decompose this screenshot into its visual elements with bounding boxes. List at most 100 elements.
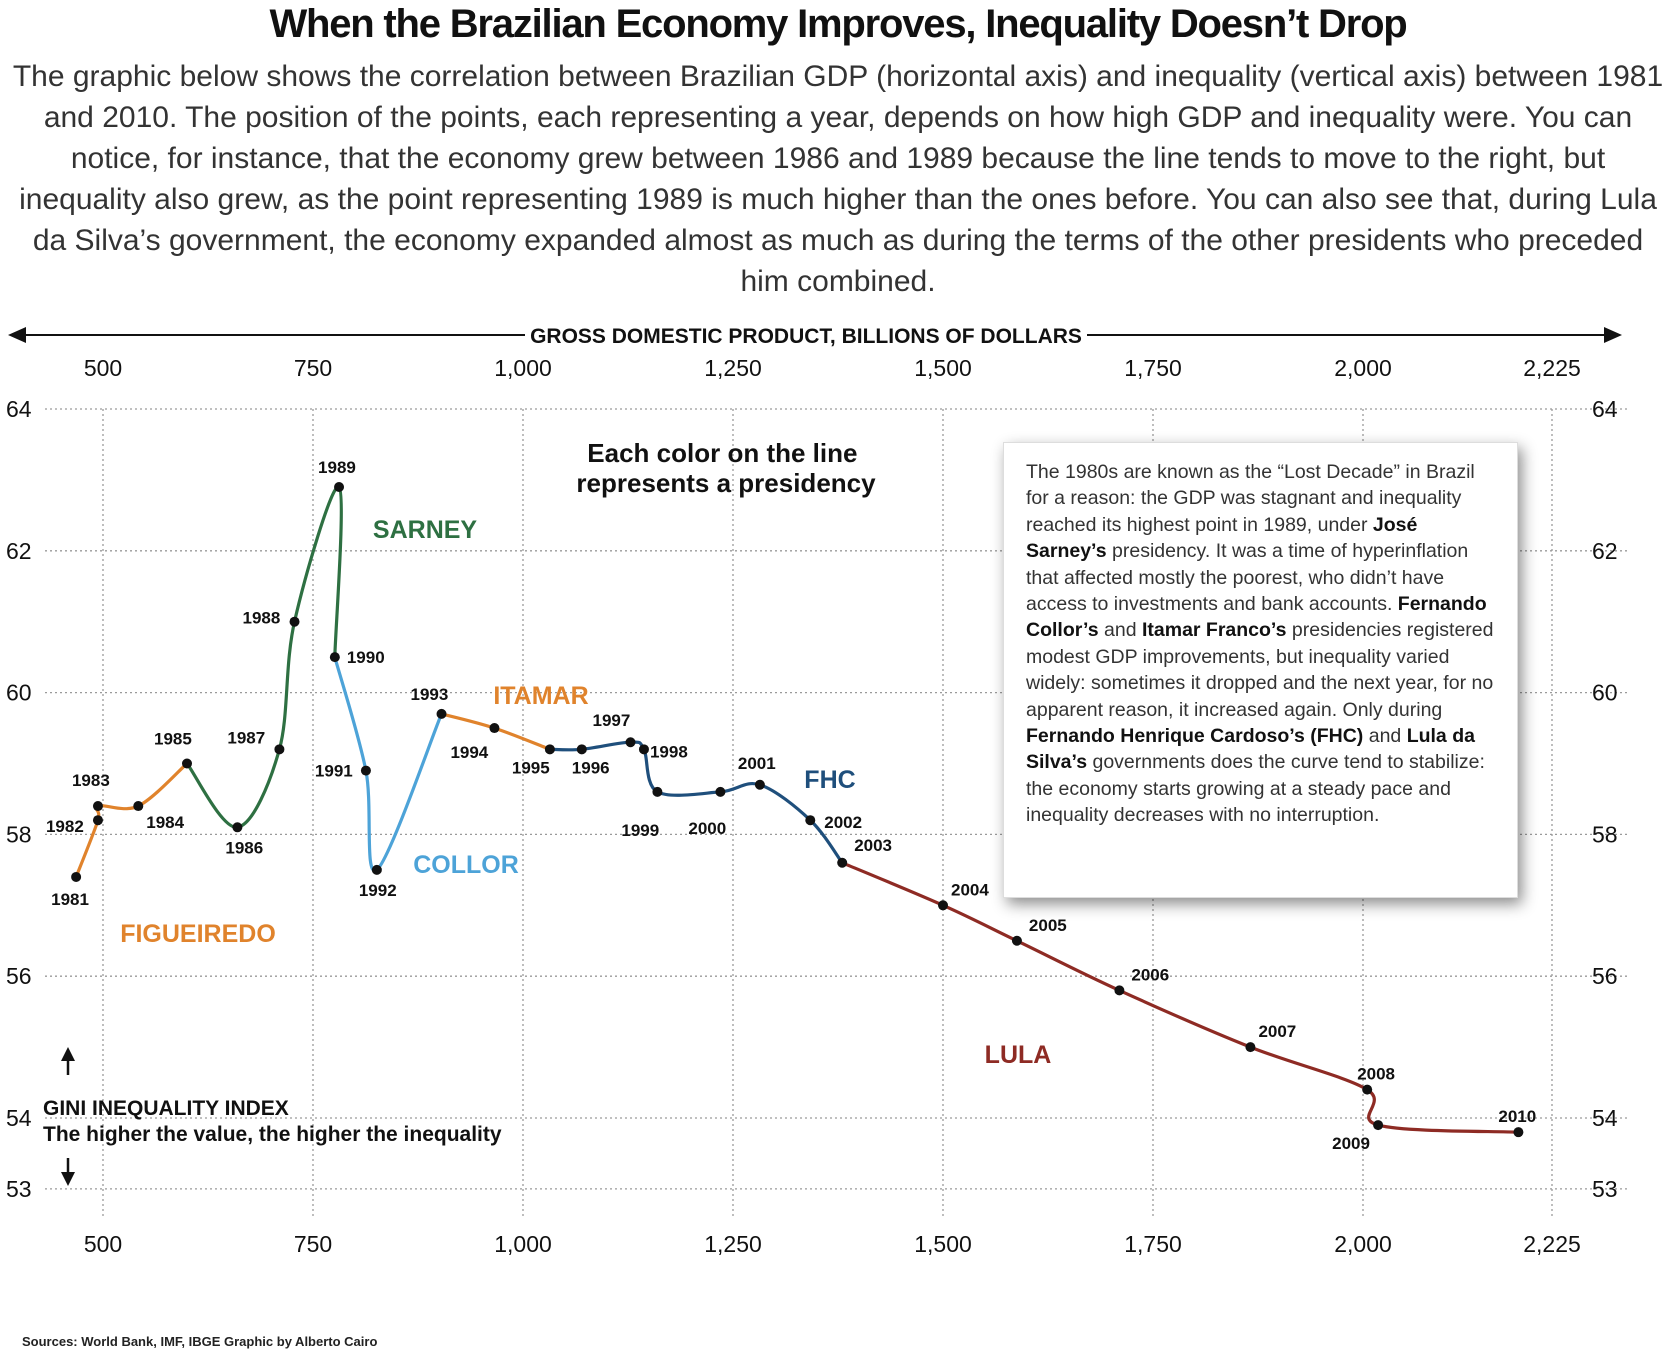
- year-label-1990: 1990: [347, 648, 385, 667]
- year-label-1997: 1997: [593, 711, 631, 730]
- data-point-1988: [289, 616, 300, 627]
- data-point-1985: [182, 758, 192, 769]
- x-tick-label-top: 500: [84, 355, 122, 381]
- data-point-1992: [371, 864, 382, 875]
- presidency-label-lula: LULA: [985, 1041, 1052, 1069]
- callout-text: The 1980s are known as the “Lost Decade”…: [1026, 461, 1475, 536]
- callout-box: The 1980s are known as the “Lost Decade”…: [1003, 442, 1518, 898]
- year-label-2009: 2009: [1332, 1134, 1370, 1153]
- arrow-up-icon: [61, 1047, 75, 1061]
- data-point-2006: [1114, 985, 1125, 996]
- data-point-1993: [436, 708, 447, 719]
- data-point-1994: [489, 723, 500, 734]
- year-label-1991: 1991: [315, 762, 353, 781]
- y-tick-label-left: 64: [6, 396, 32, 422]
- data-point-1996: [576, 744, 587, 755]
- data-point-2008: [1362, 1084, 1373, 1095]
- data-point-1999: [652, 786, 663, 797]
- x-axis-label: GROSS DOMESTIC PRODUCT, BILLIONS OF DOLL…: [530, 325, 1082, 348]
- callout-text: and: [1098, 619, 1142, 642]
- data-point-2005: [1011, 935, 1022, 946]
- y-tick-label-left: 56: [6, 963, 32, 989]
- data-point-1995: [544, 744, 555, 755]
- x-tick-label-top: 750: [294, 355, 332, 381]
- x-tick-label-bottom: 1,000: [494, 1231, 552, 1257]
- callout-text: governments does the curve tend to stabi…: [1026, 751, 1485, 827]
- data-point-2002: [805, 815, 816, 826]
- callout-emphasis: Itamar Franco’s: [1141, 619, 1287, 642]
- x-tick-label-bottom: 500: [84, 1231, 122, 1257]
- callout-emphasis: Fernando Henrique Cardoso’s (FHC): [1026, 725, 1364, 748]
- year-label-2007: 2007: [1258, 1022, 1296, 1041]
- arrow-left-icon: [8, 327, 26, 343]
- year-label-1993: 1993: [411, 685, 449, 704]
- y-tick-label-right: 64: [1592, 396, 1618, 422]
- callout-text: and: [1363, 725, 1407, 748]
- presidency-label-sarney: SARNEY: [373, 516, 478, 544]
- data-point-2000: [715, 786, 726, 797]
- y-tick-label-left: 53: [6, 1176, 32, 1202]
- data-point-1986: [232, 822, 243, 833]
- data-point-1983: [92, 801, 103, 812]
- x-tick-label-top: 2,000: [1334, 355, 1392, 381]
- presidency-label-collor: COLLOR: [413, 851, 519, 879]
- data-point-1984: [133, 801, 144, 812]
- series-line-collor: [333, 655, 444, 873]
- data-point-2009: [1373, 1120, 1384, 1131]
- arrow-right-icon: [1604, 327, 1622, 343]
- y-tick-label-right: 56: [1592, 963, 1618, 989]
- y-tick-label-right: 60: [1592, 680, 1618, 706]
- x-tick-label-top: 1,500: [914, 355, 972, 381]
- year-label-1998: 1998: [650, 742, 688, 761]
- year-label-1985: 1985: [154, 730, 192, 749]
- chart-title: When the Brazilian Economy Improves, Ine…: [269, 2, 1407, 46]
- x-tick-label-top: 1,250: [704, 355, 762, 381]
- presidency-label-figueiredo: FIGUEIREDO: [120, 920, 276, 948]
- chart-subtitle: The graphic below shows the correlation …: [12, 60, 1664, 298]
- y-tick-label-right: 53: [1592, 1176, 1618, 1202]
- year-label-1995: 1995: [512, 758, 550, 777]
- callout-emphasis: Fernando Collor’s: [1026, 593, 1487, 642]
- year-label-1988: 1988: [243, 609, 281, 628]
- year-label-1996: 1996: [572, 758, 610, 777]
- data-point-2007: [1245, 1042, 1256, 1053]
- y-tick-label-right: 54: [1592, 1105, 1618, 1131]
- presidency-label-fhc: FHC: [804, 766, 855, 794]
- year-label-1992: 1992: [359, 881, 397, 900]
- year-label-1982: 1982: [46, 817, 84, 836]
- year-label-1983: 1983: [72, 771, 110, 790]
- year-label-2003: 2003: [854, 836, 892, 855]
- arrow-down-icon: [61, 1172, 75, 1186]
- data-point-1981: [71, 871, 82, 882]
- tick-labels: 500 500 750 750 1,000 1,000 1,250 1,250 1,500 1,5…: [6, 355, 1618, 1257]
- y-tick-label-right: 62: [1592, 538, 1618, 564]
- x-tick-label-top: 2,225: [1523, 355, 1581, 381]
- callout-emphasis: Lula da Silva’s: [1026, 725, 1475, 774]
- chart-notes: Each color on the line represents a pres…: [43, 438, 876, 1186]
- year-label-2010: 2010: [1498, 1107, 1536, 1126]
- color-note: Each color on the line represents a pres…: [576, 438, 876, 498]
- year-label-2006: 2006: [1131, 965, 1169, 984]
- data-point-1990: [329, 652, 340, 663]
- color-note-line-1: Each color on the line: [587, 438, 857, 468]
- y-tick-label-left: 62: [6, 538, 32, 564]
- y-tick-label-left: 58: [6, 821, 32, 847]
- data-point-2010: [1513, 1127, 1524, 1138]
- gdp-gini-chart: GROSS DOMESTIC PRODUCT, BILLIONS OF DOLL…: [6, 325, 1628, 1257]
- year-points: [71, 481, 1524, 1138]
- year-label-2001: 2001: [738, 754, 776, 773]
- year-label-1994: 1994: [450, 743, 488, 762]
- year-label-2005: 2005: [1029, 916, 1067, 935]
- callout-text: presidencies registered modest GDP impro…: [1026, 619, 1494, 721]
- x-tick-label-bottom: 1,250: [704, 1231, 762, 1257]
- presidency-label-itamar: ITAMAR: [493, 682, 588, 710]
- callout-text: presidency. It was a time of hyperinflat…: [1026, 540, 1469, 616]
- presidency-labels: FIGUEIREDO SARNEY COLLOR ITAMAR FHC LULA: [120, 516, 1051, 1069]
- x-tick-label-top: 1,750: [1124, 355, 1182, 381]
- data-point-2001: [754, 779, 765, 790]
- year-label-1989: 1989: [318, 458, 356, 477]
- data-point-1991: [360, 765, 371, 776]
- year-label-2002: 2002: [824, 813, 862, 832]
- x-tick-label-bottom: 2,000: [1334, 1231, 1392, 1257]
- year-label-2000: 2000: [688, 819, 726, 838]
